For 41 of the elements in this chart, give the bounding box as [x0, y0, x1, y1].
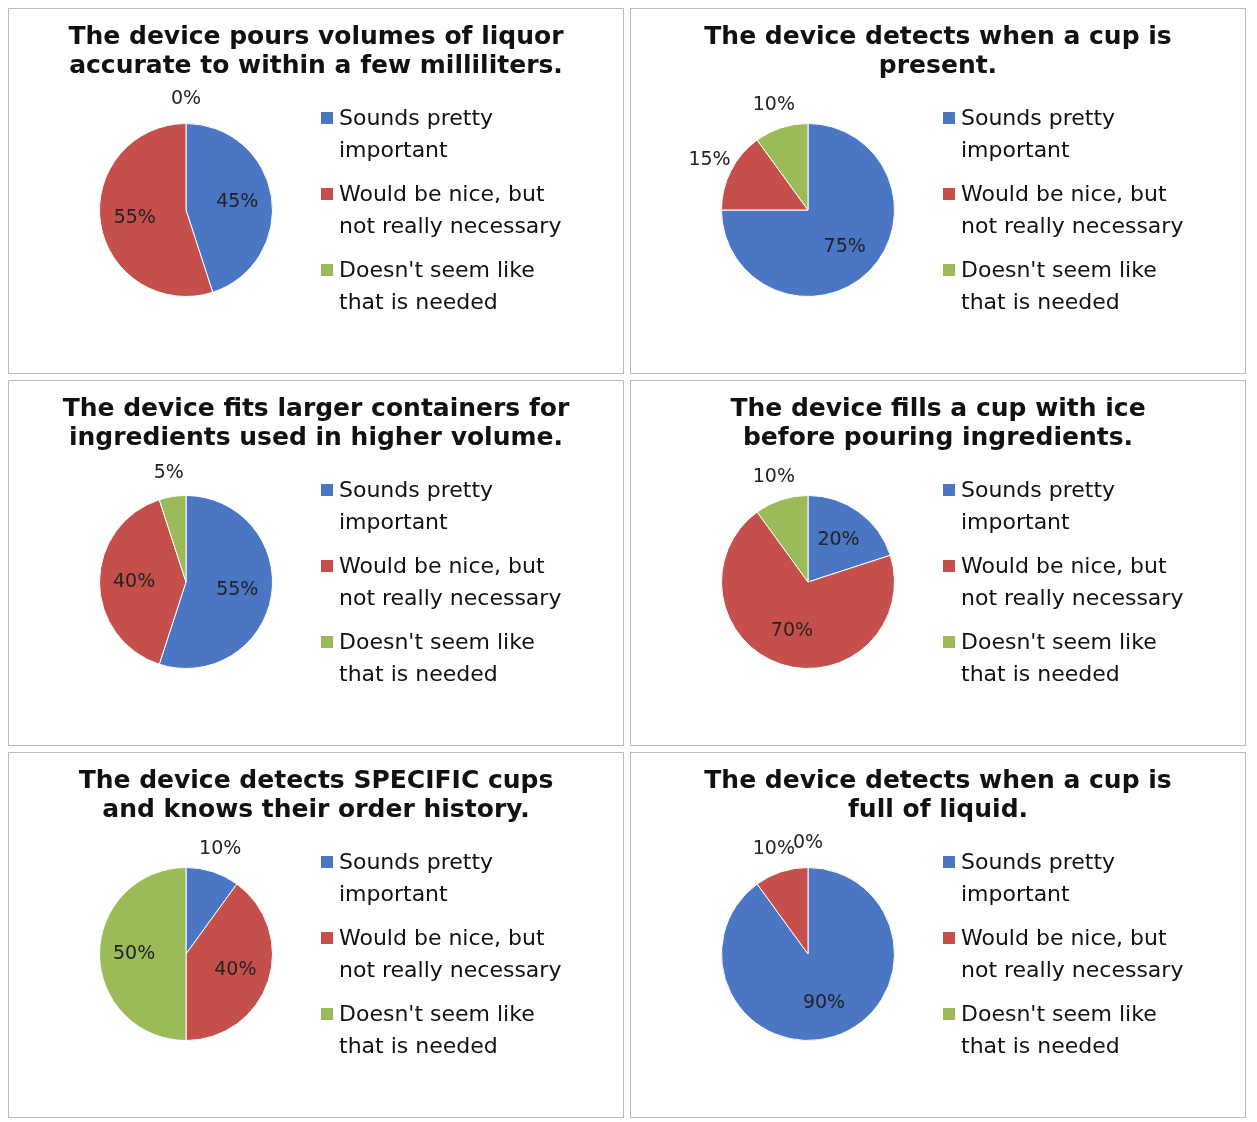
data-label: 10% [752, 835, 795, 858]
legend-label: Doesn't seem like that is needed [961, 628, 1158, 688]
legend-label: Would be nice, but not really necessary [339, 552, 563, 612]
data-label: 90% [802, 990, 846, 1013]
legend-label: Sounds pretty important [961, 848, 1117, 908]
text: 0% [170, 86, 202, 109]
data-label: 45% [216, 188, 259, 211]
legend-label: Would be nice, but not really necessary [961, 924, 1185, 984]
text: The device detects when a cup is present. [703, 21, 1173, 79]
text: The device fills a cup with ice before pouring ingredients. [729, 393, 1147, 451]
legend-label: Would be nice, but not really necessary [961, 552, 1185, 612]
legend-label: Would be nice, but not really necessary [339, 180, 563, 240]
legend-label: Doesn't seem like that is needed [339, 1000, 536, 1060]
legend-label: Doesn't seem like that is needed [961, 1000, 1158, 1060]
legend-label: Doesn't seem like that is needed [339, 628, 536, 688]
legend-label: Doesn't seem like that is needed [961, 256, 1158, 316]
legend-label: Doesn't seem like that is needed [339, 256, 536, 316]
data-label: 10% [752, 463, 795, 486]
legend-label: Would be nice, but not really necessary [961, 180, 1185, 240]
data-label: 40% [214, 956, 257, 979]
data-label: 40% [112, 568, 156, 591]
legend-label: Sounds pretty important [339, 848, 495, 908]
text: The device pours volumes of liquor accurate to within a few milliliters. [67, 21, 565, 79]
legend-label: Sounds pretty important [961, 476, 1117, 536]
data-label: 20% [817, 526, 860, 549]
data-label: 70% [770, 618, 814, 641]
data-label: 15% [688, 146, 731, 169]
data-label: 50% [112, 940, 156, 963]
legend-label: Would be nice, but not really necessary [339, 924, 563, 984]
data-label: 55% [216, 577, 259, 600]
data-label: 10% [199, 835, 242, 858]
legend-label: Sounds pretty important [961, 104, 1117, 164]
text: The device fits larger containers for ingredients used in higher volume. [61, 393, 571, 451]
data-label: 55% [113, 205, 156, 228]
data-label: 10% [752, 91, 795, 114]
legend-label: Sounds pretty important [339, 476, 495, 536]
text: The device detects SPECIFIC cups and knows their order history. [77, 765, 555, 823]
text: The device detects when a cup is full of liquid. [703, 765, 1173, 823]
legend-label: Sounds pretty important [339, 104, 495, 164]
data-label: 5% [153, 459, 184, 482]
data-label: 75% [823, 233, 866, 256]
